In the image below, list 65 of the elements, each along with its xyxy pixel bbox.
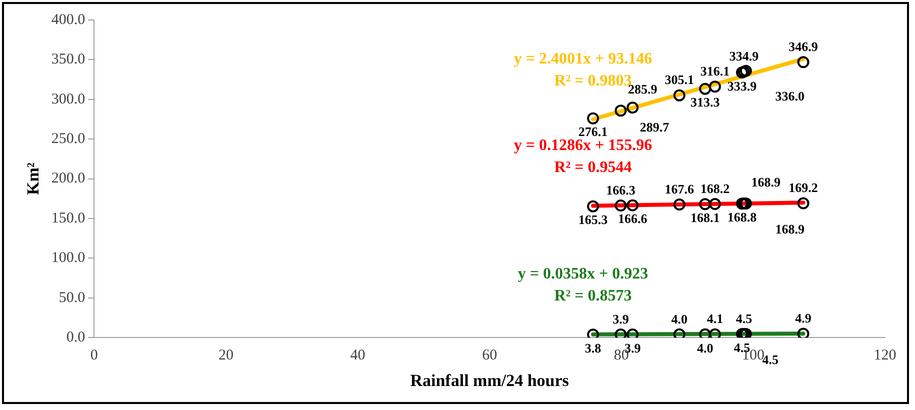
- x-tick-label: 0: [90, 348, 98, 364]
- point: [587, 328, 600, 338]
- data-label: 346.9: [788, 39, 818, 54]
- data-label: 305.1: [664, 72, 694, 88]
- data-label: 313.3: [690, 94, 720, 110]
- series-label: y = 0.1286x + 155.96 R² = 0.9544: [514, 136, 652, 176]
- point: [587, 200, 600, 212]
- data-label: 4.5: [736, 310, 753, 326]
- y-tick-label: 100.0: [51, 250, 86, 266]
- point: [797, 197, 810, 210]
- data-label: 4.0: [696, 340, 714, 356]
- y-tick-label: 350.0: [51, 52, 86, 68]
- data-label: 167.6: [664, 181, 695, 196]
- data-label: 4.9: [795, 310, 812, 326]
- data-label: 333.9: [727, 78, 758, 94]
- y-tick-label: 400.0: [51, 12, 86, 28]
- point: [673, 198, 686, 211]
- data-label: 289.7: [640, 119, 670, 134]
- point: [626, 199, 639, 212]
- point: [673, 328, 686, 338]
- point: [699, 328, 712, 338]
- data-label: 3.8: [584, 340, 602, 356]
- data-label: 3.9: [612, 311, 630, 326]
- data-label: 4.0: [671, 311, 688, 326]
- data-label: 168.2: [700, 180, 730, 196]
- point: [626, 328, 639, 338]
- x-tick-label: 120: [874, 348, 896, 364]
- point: [614, 104, 627, 117]
- point: [626, 102, 639, 114]
- point: [797, 56, 810, 68]
- x-axis-title: Rainfall mm/24 hours: [410, 371, 570, 390]
- point: [699, 198, 712, 210]
- data-label: 334.9: [729, 48, 760, 64]
- y-tick-label: 50.0: [58, 290, 86, 306]
- data-label: 169.2: [788, 180, 818, 196]
- y-tick-label: 0.0: [66, 330, 86, 346]
- data-label: 168.8: [727, 209, 758, 224]
- data-label: 4.1: [706, 311, 724, 326]
- point: [614, 328, 627, 338]
- point: [614, 200, 627, 212]
- series-label: y = 0.0358x + 0.923 R² = 0.8573: [518, 266, 648, 305]
- point: [708, 328, 721, 338]
- data-label: 168.9: [751, 174, 782, 190]
- y-axis-title: Km²: [24, 162, 43, 196]
- x-tick-label: 40: [350, 348, 366, 364]
- data-label: 168.1: [690, 210, 720, 225]
- point: [708, 198, 721, 210]
- y-tick-label: 150.0: [51, 210, 86, 226]
- data-label: 276.1: [578, 124, 608, 140]
- point: [699, 82, 712, 95]
- point: [673, 89, 686, 102]
- point: [708, 80, 721, 93]
- y-tick-label: 200.0: [51, 170, 86, 187]
- x-tick-label: 60: [482, 348, 498, 364]
- data-label: 336.0: [775, 88, 804, 104]
- data-label: 166.6: [618, 211, 648, 226]
- x-tick-label: 20: [218, 348, 234, 364]
- data-label: 165.3: [578, 212, 608, 228]
- data-label: 166.3: [606, 182, 636, 198]
- point: [587, 112, 600, 124]
- point: [797, 328, 810, 338]
- y-tick-label: 300.0: [51, 91, 86, 108]
- data-label: 168.9: [775, 221, 805, 236]
- y-tick-label: 250.0: [51, 131, 86, 148]
- data-label: 316.1: [700, 63, 730, 78]
